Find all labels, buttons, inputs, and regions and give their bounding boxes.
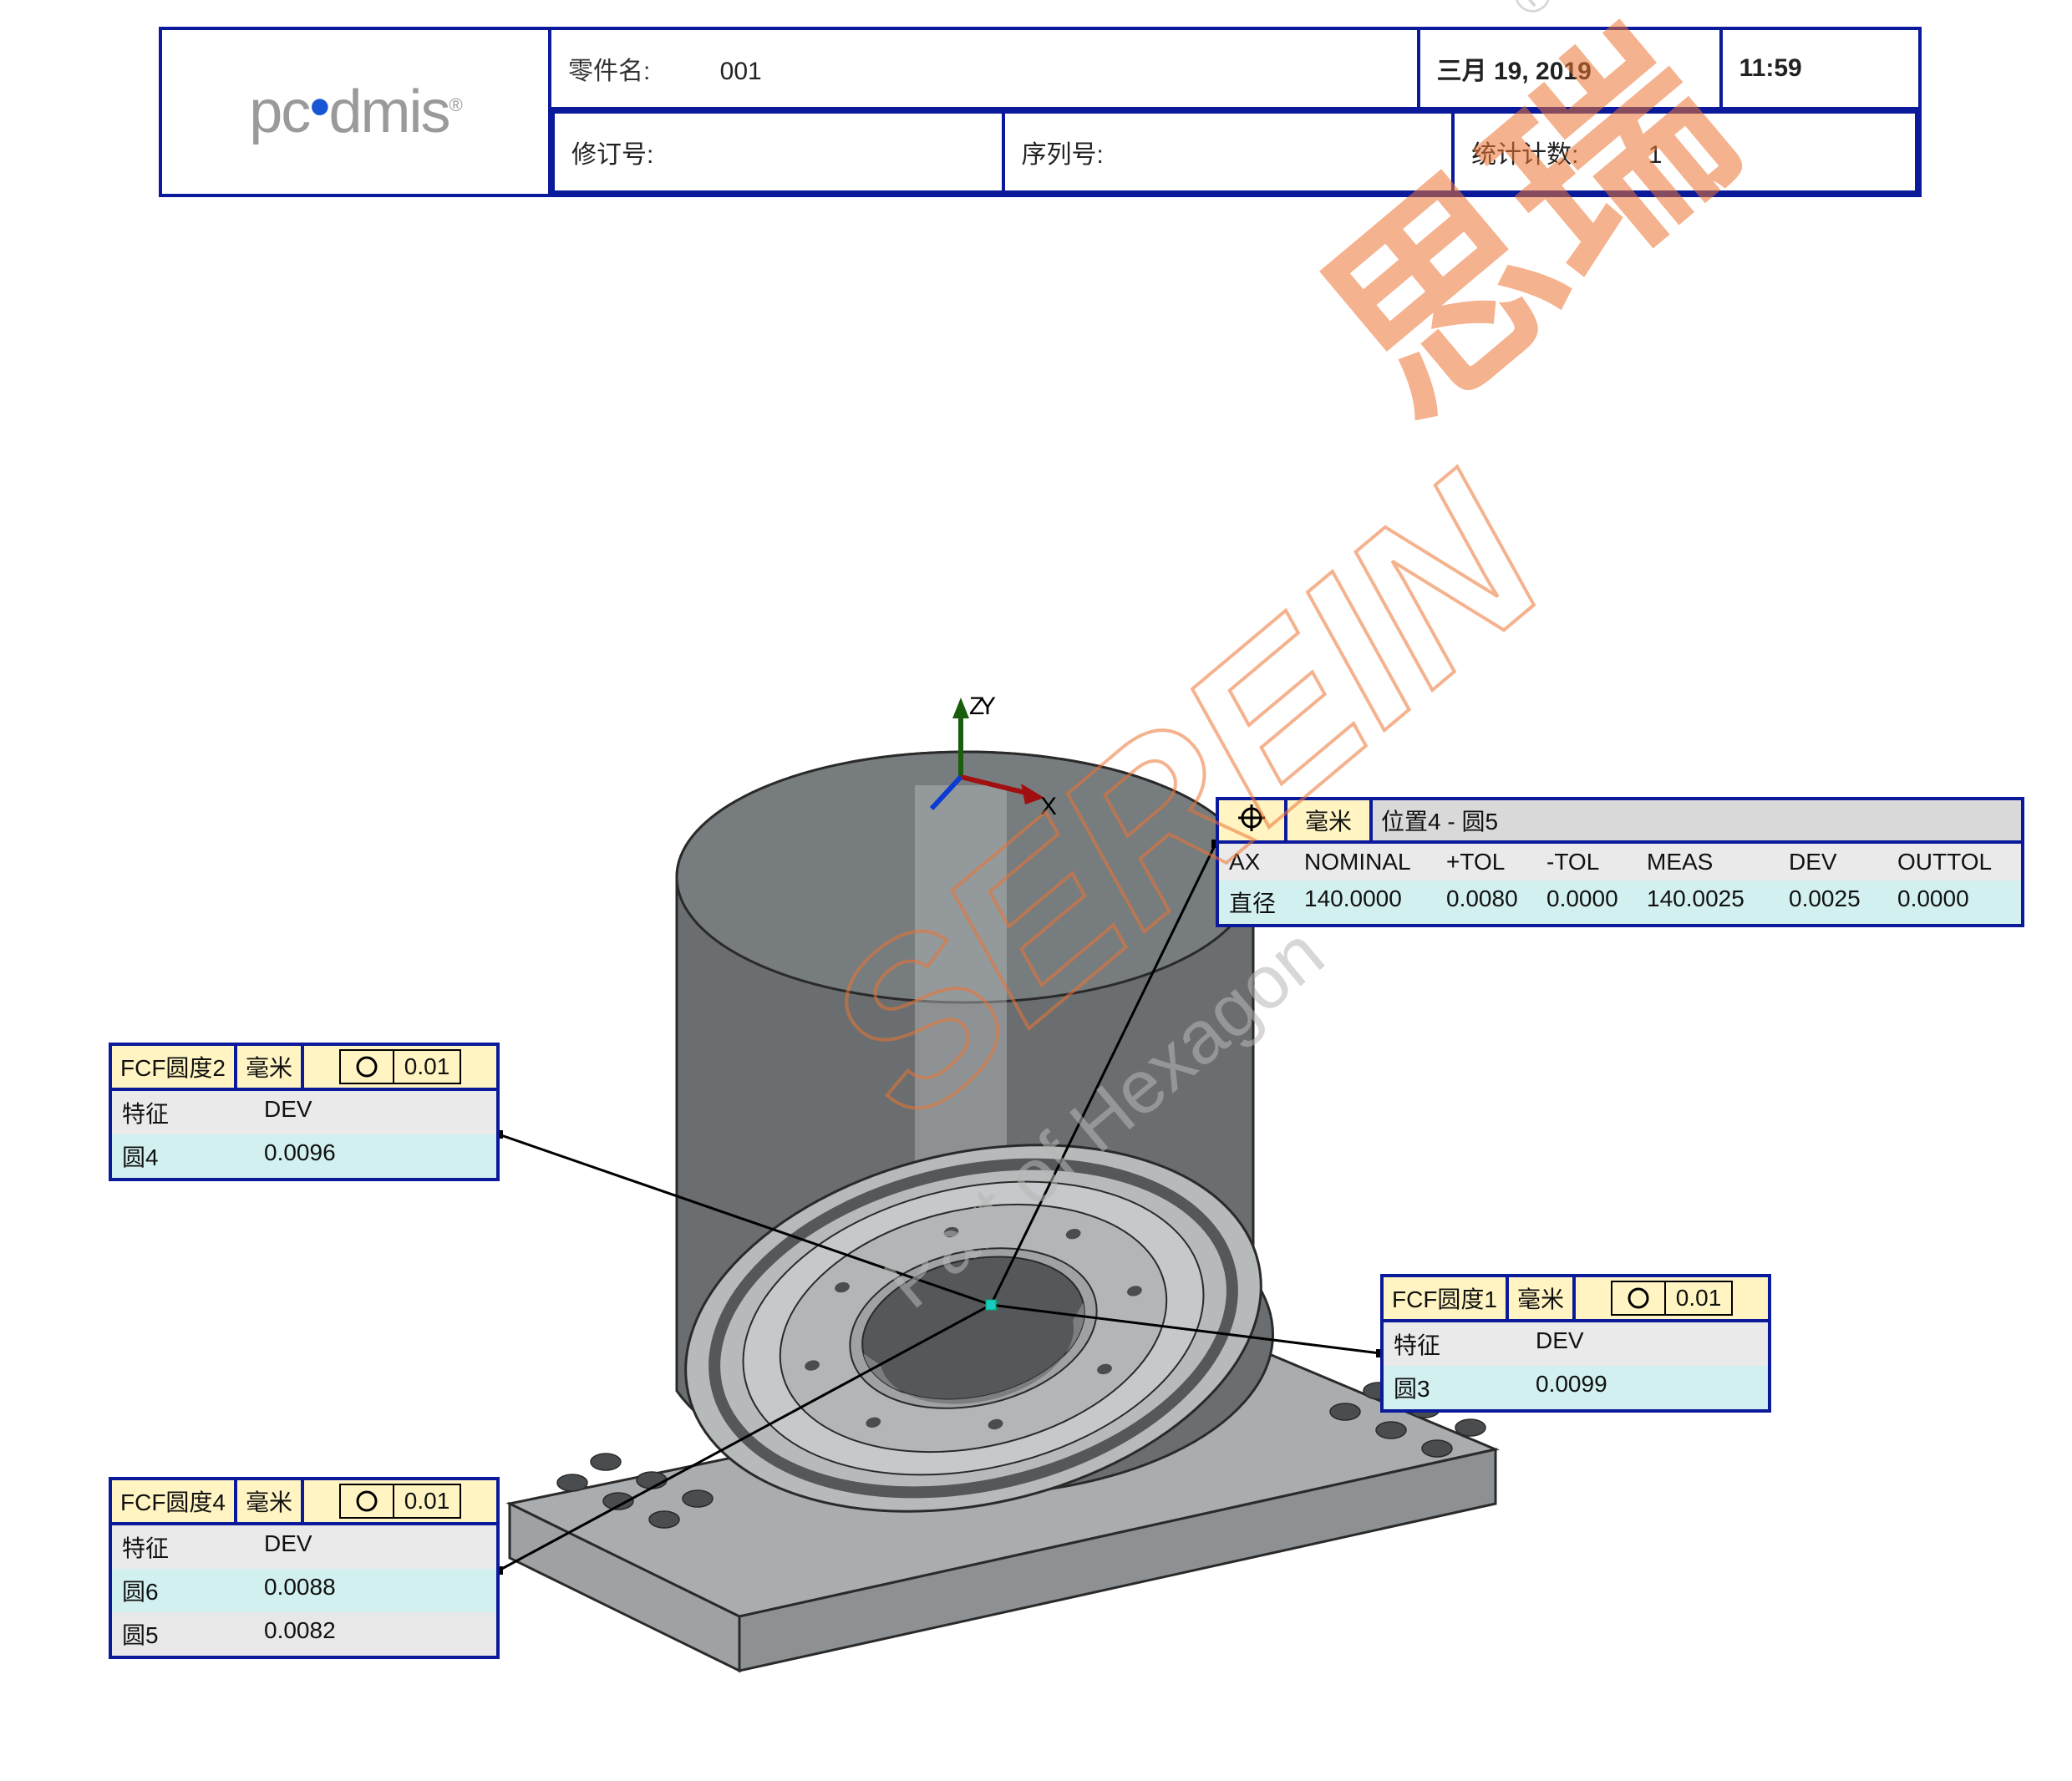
report-header: pc•dmis® 零件名: 001 三月 19, 2019 11:59 修订号:… xyxy=(159,27,1922,197)
position-symbol-icon xyxy=(1219,800,1287,844)
callout-fcf2: FCF圆度2 毫米 0.01 特征 DEV 圆4 0.0096 xyxy=(109,1043,500,1181)
circularity-symbol-icon xyxy=(1612,1282,1666,1314)
fcf2-r0c0: 圆4 xyxy=(112,1134,254,1178)
pos-col-nominal: NOMINAL xyxy=(1294,844,1436,880)
fcf2-col-0: 特征 xyxy=(112,1091,254,1134)
pos-row-5: 0.0000 xyxy=(1887,880,2013,924)
fcf2-name: FCF圆度2 xyxy=(112,1046,237,1091)
date-cell: 三月 19, 2019 xyxy=(1419,28,1721,109)
part-3d-view: Z Y X xyxy=(464,635,1525,1704)
position-unit: 毫米 xyxy=(1287,800,1373,844)
part-name-label: 零件名: xyxy=(568,58,650,85)
logo-cell: pc•dmis® xyxy=(160,28,550,195)
fcf2-r0c1: 0.0096 xyxy=(254,1134,396,1178)
fcf2-tol-frame: 0.01 xyxy=(304,1046,496,1091)
fcf1-r0c1: 0.0099 xyxy=(1526,1366,1668,1409)
fcf1-r0c0: 圆3 xyxy=(1384,1366,1526,1409)
stat-cell: 统计计数: 1 xyxy=(1453,112,1917,192)
part-name-cell: 零件名: 001 xyxy=(550,28,1419,109)
pos-row-label: 直径 xyxy=(1219,880,1294,924)
pos-col-ptol: +TOL xyxy=(1436,844,1536,880)
pos-col-meas: MEAS xyxy=(1637,844,1779,880)
callout-position: 毫米 位置4 - 圆5 AX NOMINAL +TOL -TOL MEAS DE… xyxy=(1216,797,2024,927)
fcf4-r0c0: 圆6 xyxy=(112,1569,254,1612)
probe-point-icon xyxy=(988,1302,997,1310)
fcf4-name: FCF圆度4 xyxy=(112,1480,237,1525)
fcf4-tol: 0.01 xyxy=(394,1485,460,1517)
fcf4-r1c1: 0.0082 xyxy=(254,1612,396,1656)
circularity-symbol-icon xyxy=(341,1485,394,1517)
pos-row-2: 0.0000 xyxy=(1536,880,1637,924)
fcf2-col-1: DEV xyxy=(254,1091,396,1134)
fcf1-col-1: DEV xyxy=(1526,1322,1668,1366)
axis-x-label: X xyxy=(1040,793,1057,820)
serial-label: 序列号: xyxy=(1022,141,1104,169)
part-name-value: 001 xyxy=(720,58,762,85)
fcf1-tol-frame: 0.01 xyxy=(1576,1277,1768,1322)
pos-row-3: 140.0025 xyxy=(1637,880,1779,924)
fcf2-unit: 毫米 xyxy=(237,1046,304,1091)
watermark-reg: ® xyxy=(1501,0,1565,28)
pos-row-1: 0.0080 xyxy=(1436,880,1536,924)
callout-fcf1: FCF圆度1 毫米 0.01 特征 DEV 圆3 0.0099 xyxy=(1380,1274,1771,1413)
fcf4-r1c0: 圆5 xyxy=(112,1612,254,1656)
fcf2-tol: 0.01 xyxy=(394,1051,460,1083)
circularity-symbol-icon xyxy=(341,1051,394,1083)
fcf1-unit: 毫米 xyxy=(1509,1277,1576,1322)
time-cell: 11:59 xyxy=(1721,28,1920,109)
fcf1-name: FCF圆度1 xyxy=(1384,1277,1509,1322)
position-title: 位置4 - 圆5 xyxy=(1373,800,2021,844)
logo-part-a: pc xyxy=(249,79,309,145)
fcf4-unit: 毫米 xyxy=(237,1480,304,1525)
stat-label: 统计计数: xyxy=(1471,141,1578,169)
logo-reg: ® xyxy=(449,94,461,115)
logo-text: pc•dmis® xyxy=(249,79,461,145)
pos-row-4: 0.0025 xyxy=(1779,880,1887,924)
fcf1-tol: 0.01 xyxy=(1666,1282,1732,1314)
rev-cell: 修订号: xyxy=(553,112,1003,192)
pos-col-outtol: OUTTOL xyxy=(1887,844,2013,880)
pos-col-dev: DEV xyxy=(1779,844,1887,880)
logo-part-b: dmis xyxy=(328,79,449,145)
logo-dot: • xyxy=(309,74,328,140)
axis-y-label: Y xyxy=(979,693,996,720)
fcf4-col-1: DEV xyxy=(254,1525,396,1569)
fcf4-tol-frame: 0.01 xyxy=(304,1480,496,1525)
stat-value: 1 xyxy=(1648,141,1663,169)
pos-col-mtol: -TOL xyxy=(1536,844,1637,880)
fcf1-col-0: 特征 xyxy=(1384,1322,1526,1366)
pos-row-0: 140.0000 xyxy=(1294,880,1436,924)
callout-fcf4: FCF圆度4 毫米 0.01 特征 DEV 圆6 0.0088 圆5 0.008… xyxy=(109,1477,500,1659)
fcf4-col-0: 特征 xyxy=(112,1525,254,1569)
fcf4-r0c1: 0.0088 xyxy=(254,1569,396,1612)
pos-col-ax: AX xyxy=(1219,844,1294,880)
serial-cell: 序列号: xyxy=(1003,112,1454,192)
rev-label: 修订号: xyxy=(571,141,653,169)
